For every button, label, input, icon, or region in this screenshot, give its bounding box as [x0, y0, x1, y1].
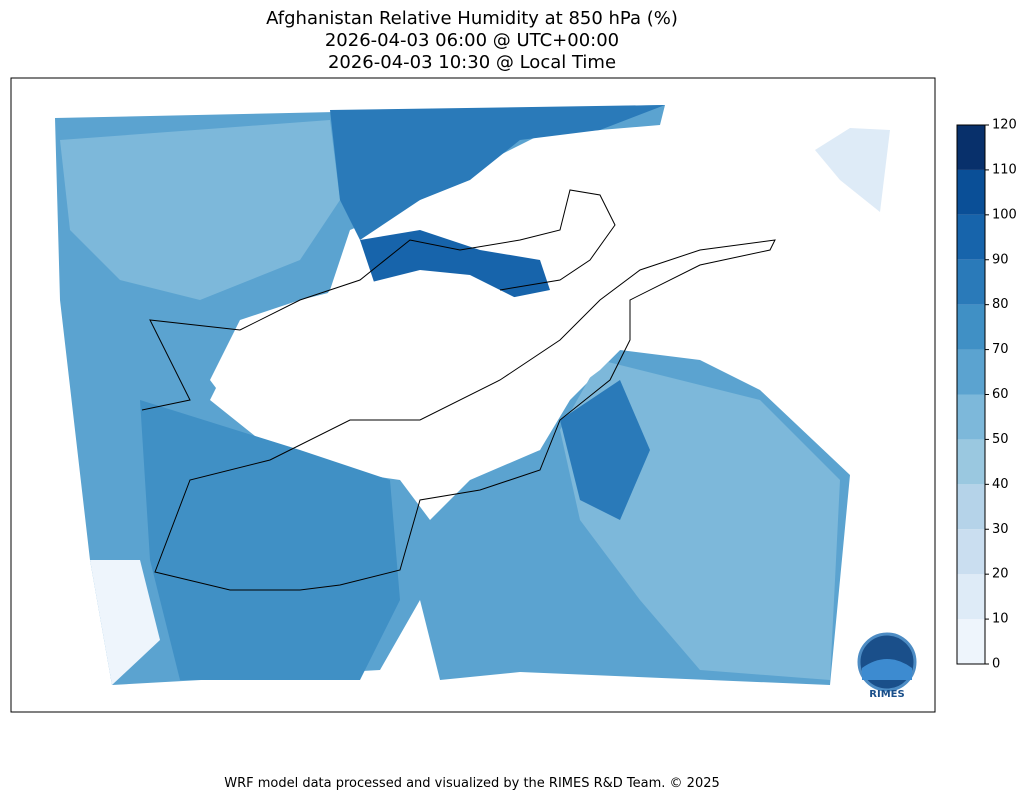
footer: WRF model data processed and visualized … — [224, 776, 720, 791]
colorbar-tick-label: 30 — [992, 522, 1009, 537]
humidity-field — [60, 120, 340, 300]
colorbar-bin — [957, 574, 985, 620]
colorbar-bin — [957, 439, 985, 485]
logo-wave — [862, 659, 912, 680]
colorbar-bin — [957, 125, 985, 170]
colorbar-tick-label: 50 — [992, 432, 1009, 447]
colorbar-tick-label: 10 — [992, 612, 1009, 627]
logo: RIMES — [857, 632, 917, 700]
colorbar-tick-label: 0 — [992, 657, 1000, 672]
colorbar: 0 10 20 30 40 50 60 70 80 90 100 110 120 — [956, 118, 1017, 672]
colorbar-bin — [957, 529, 985, 575]
colorbar-tick-label: 100 — [992, 207, 1017, 222]
colorbar-tick-label: 110 — [992, 162, 1017, 177]
title: Afghanistan Relative Humidity at 850 hPa… — [266, 8, 678, 73]
map: RIMES — [10, 77, 936, 713]
title-line: Afghanistan Relative Humidity at 850 hPa… — [266, 8, 678, 29]
colorbar-tick-label: 120 — [992, 118, 1017, 133]
title-line: 2026-04-03 06:00 @ UTC+00:00 — [325, 30, 619, 51]
colorbar-tick-label: 80 — [992, 297, 1009, 312]
colorbar-bin — [957, 304, 985, 350]
colorbar-tick-label: 40 — [992, 477, 1009, 492]
colorbar-tick-label: 70 — [992, 342, 1009, 357]
humidity-field — [90, 560, 160, 685]
colorbar-tick-label: 60 — [992, 387, 1009, 402]
colorbar-bin — [957, 349, 985, 395]
colorbar-bin — [957, 394, 985, 440]
humidity-field — [560, 380, 650, 520]
humidity-field — [140, 400, 400, 680]
humidity-field — [815, 128, 890, 212]
humidity-field — [210, 270, 630, 470]
logo-text: RIMES — [869, 689, 904, 700]
colorbar-tick-label: 20 — [992, 567, 1009, 582]
colorbar-bin — [957, 214, 985, 260]
colorbar-bin — [957, 484, 985, 530]
humidity-field — [330, 105, 665, 240]
country-border — [141, 189, 776, 591]
colorbar-tick-label: 90 — [992, 252, 1009, 267]
colorbar-bin — [957, 619, 985, 664]
title-line: 2026-04-03 10:30 @ Local Time — [328, 52, 616, 73]
colorbar-bin — [957, 259, 985, 305]
colorbar-bin — [957, 169, 985, 215]
